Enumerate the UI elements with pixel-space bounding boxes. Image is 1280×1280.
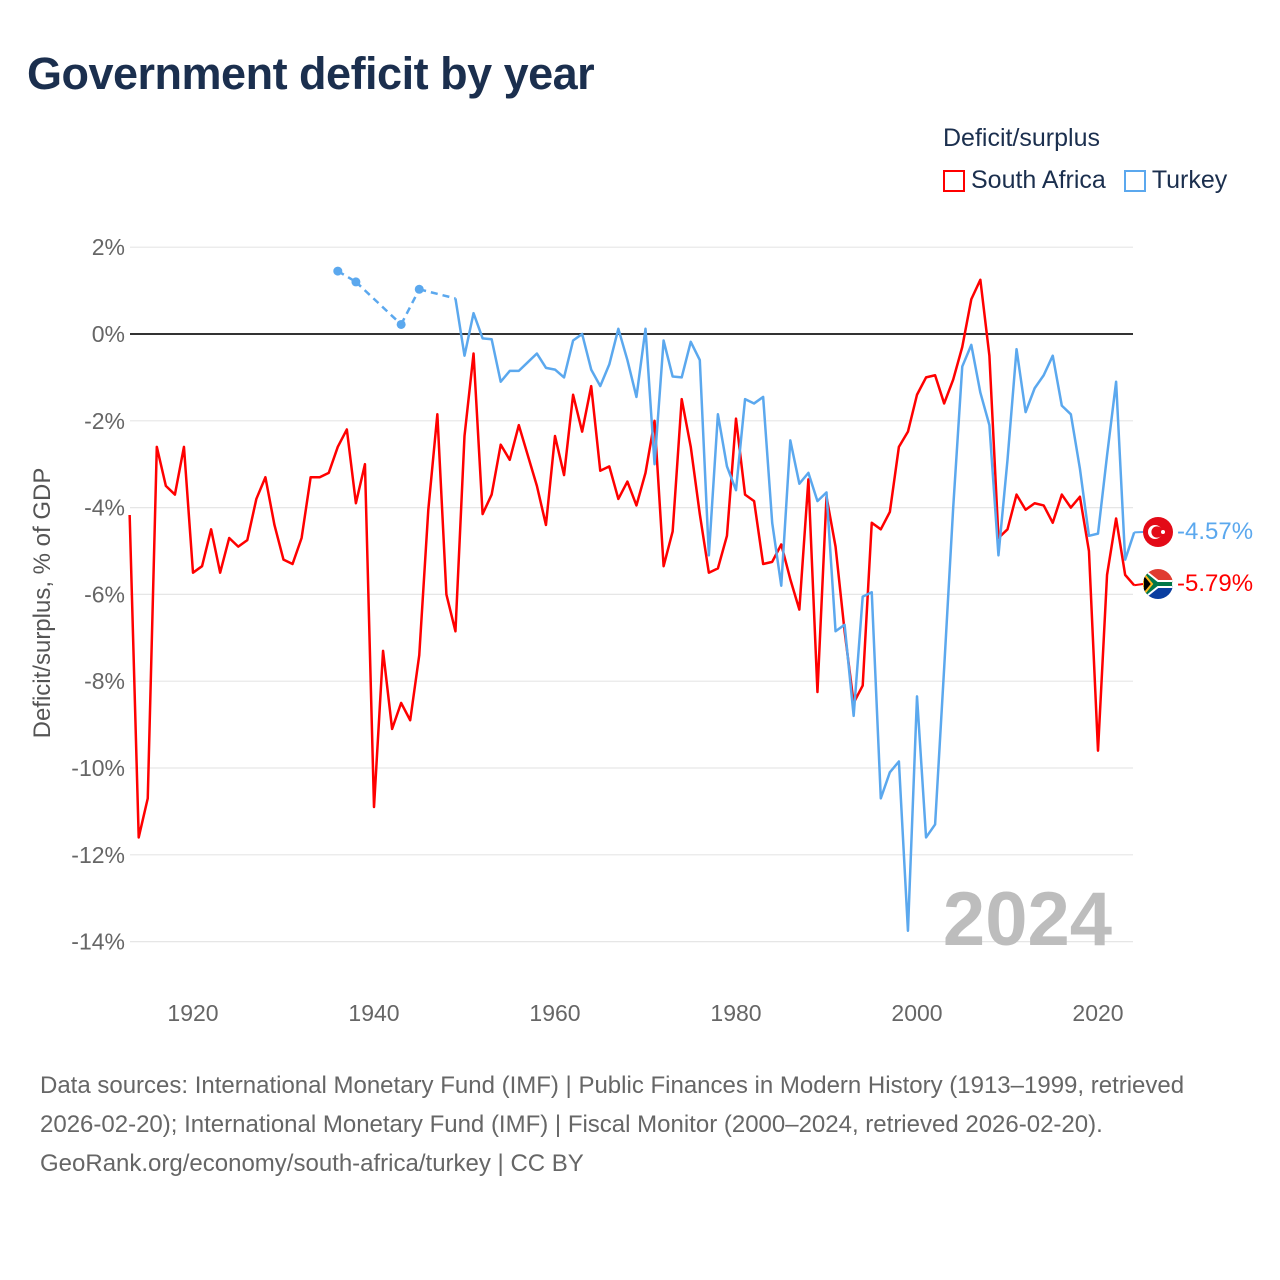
south-africa-flag-icon — [1143, 569, 1173, 599]
legend-swatch-south-africa — [943, 169, 965, 192]
turkey-line — [454, 298, 1136, 932]
legend-item-turkey[interactable]: Turkey — [1123, 166, 1228, 195]
legend-item-south-africa[interactable]: South Africa — [943, 166, 1106, 195]
y-tick-label: -2% — [84, 408, 125, 434]
legend: South Africa Turkey — [943, 166, 1227, 195]
y-tick-label: -10% — [71, 755, 125, 781]
legend-swatch-turkey — [1123, 169, 1146, 192]
data-sources: Data sources: International Monetary Fun… — [40, 1072, 1185, 1138]
x-tick-label: 1960 — [529, 1000, 580, 1026]
chart-title: Government deficit by year — [27, 48, 595, 99]
y-tick-label: 2% — [92, 234, 125, 260]
x-tick-label: 2020 — [1072, 1000, 1123, 1026]
turkey-flag-icon — [1143, 517, 1173, 547]
turkey-gap-line — [355, 281, 403, 326]
turkey-gap-line — [400, 288, 421, 326]
legend-label: South Africa — [971, 166, 1106, 194]
legend-label: Turkey — [1151, 166, 1228, 194]
year-annotation: 2024 — [943, 877, 1112, 962]
turkey-end-label: -4.57% — [1177, 518, 1253, 545]
x-tick-label: 2000 — [891, 1000, 942, 1026]
legend-title: Deficit/surplus — [943, 124, 1100, 152]
y-axis-label: Deficit/surplus, % of GDP — [29, 468, 56, 739]
south-africa-label-connector — [1134, 583, 1144, 587]
south-africa-line — [128, 278, 1136, 839]
y-tick-label: -4% — [84, 495, 125, 521]
y-tick-label: -6% — [84, 581, 125, 607]
credit-link[interactable]: GeoRank.org/economy/south-africa/turkey … — [40, 1150, 584, 1177]
x-tick-label: 1940 — [348, 1000, 399, 1026]
y-tick-label: 0% — [92, 321, 125, 347]
y-tick-label: -8% — [84, 668, 125, 694]
x-tick-label: 1920 — [167, 1000, 218, 1026]
turkey-gap-line — [418, 288, 456, 300]
y-tick-label: -12% — [71, 842, 125, 868]
x-tick-label: 1980 — [710, 1000, 761, 1026]
footer: Data sources: International Monetary Fun… — [40, 1066, 1240, 1183]
y-tick-label: -14% — [71, 929, 125, 955]
south-africa-end-label: -5.79% — [1177, 570, 1253, 597]
